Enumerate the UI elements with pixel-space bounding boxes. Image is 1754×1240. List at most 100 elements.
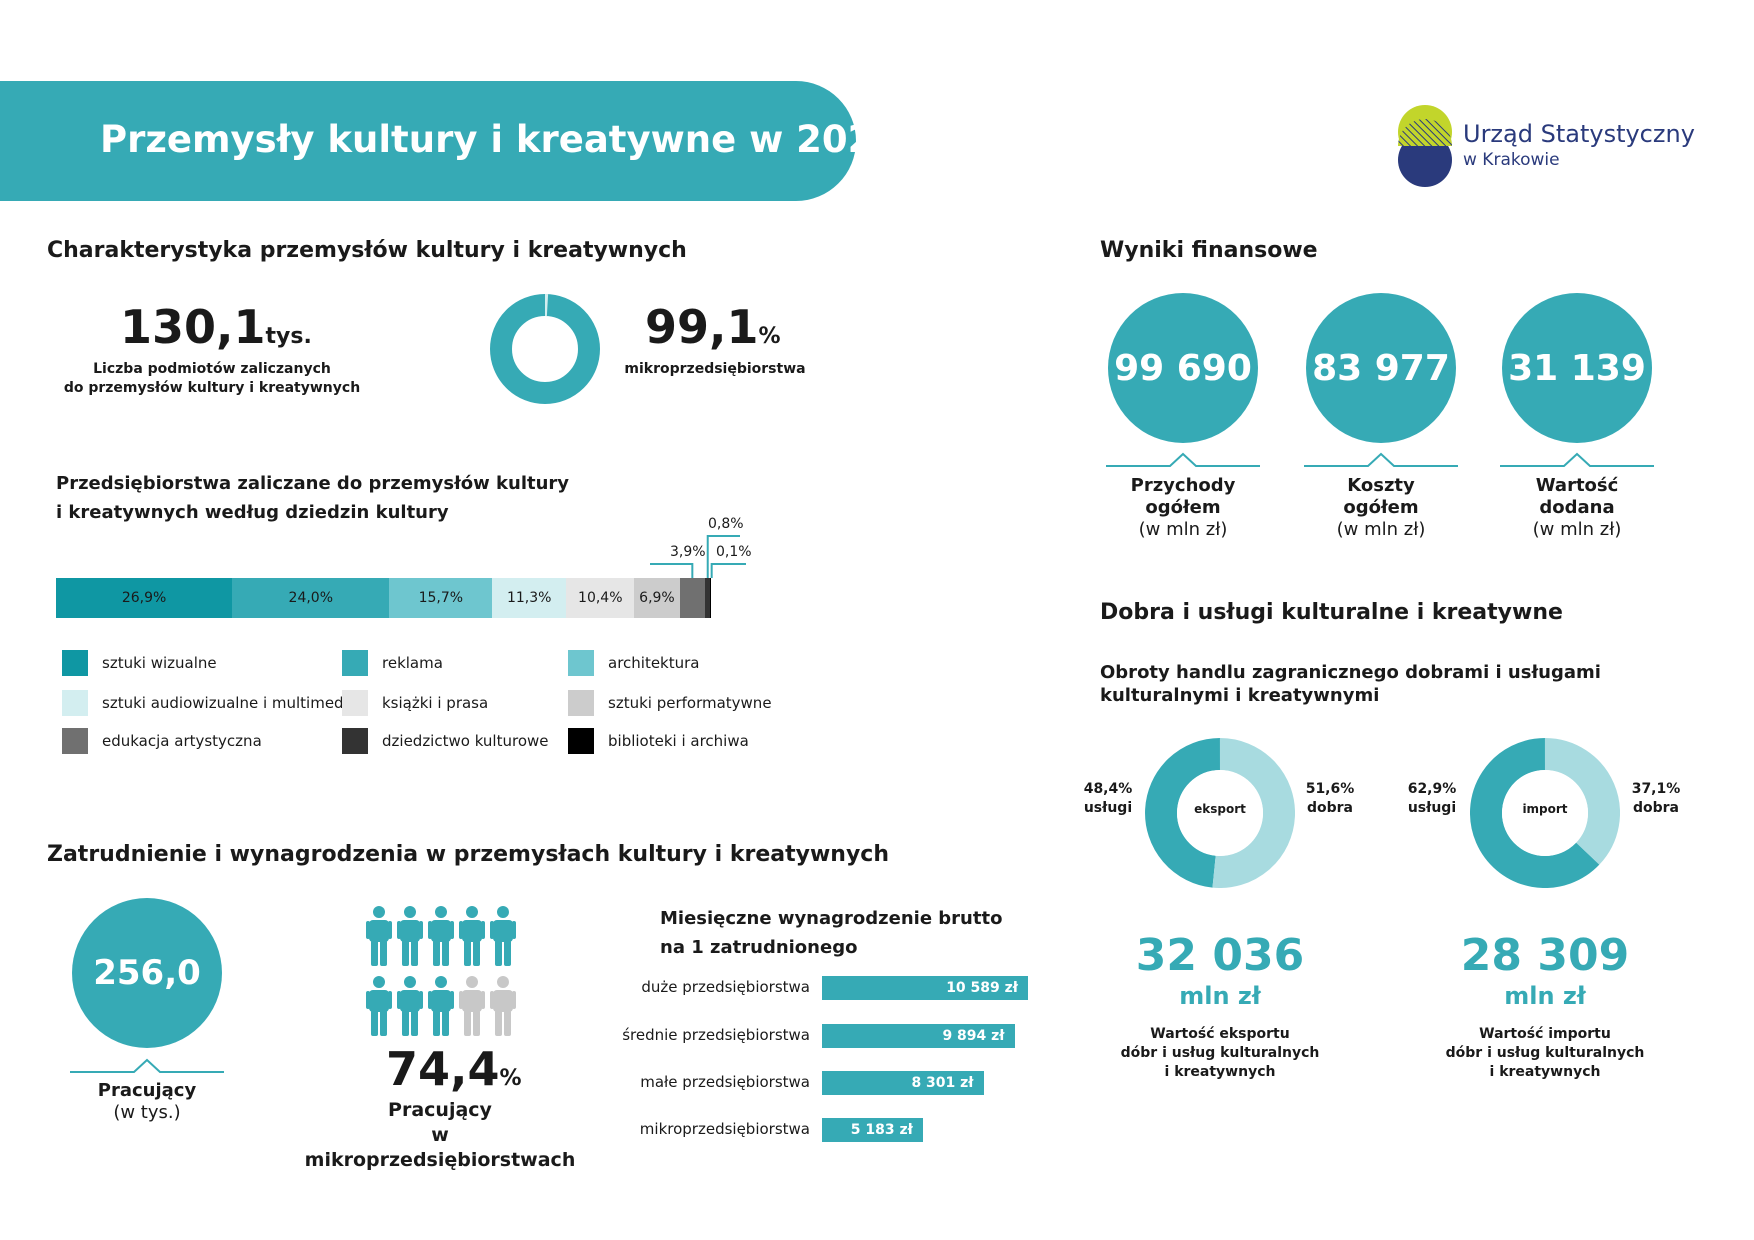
finance-label-wartosc: Wartość dodana (w mln zł): [1492, 475, 1662, 541]
wage-label-duze-przedsiebiorstwa: duże przedsiębiorstwa: [641, 978, 810, 996]
employment-title: Zatrudnienie i wynagrodzenia w przemysła…: [47, 842, 889, 867]
bar-label-reklama: 24,0%: [288, 590, 334, 606]
bar-segment-biblioteki-i-archiwa: [710, 578, 711, 618]
export-unit: mln zł: [1179, 982, 1261, 1010]
bar-segment-sztuki-audiowizualne-i-multimedia: 11,3%: [492, 578, 567, 618]
workers-circle: 256,0: [72, 898, 222, 1048]
import-center-label: import: [1522, 802, 1568, 816]
export-desc-line2: dóbr i usług kulturalnych: [1120, 1045, 1320, 1061]
logo-subname: w Krakowie: [1463, 150, 1560, 170]
trade-title: Dobra i usługi kulturalne i kreatywne: [1100, 600, 1563, 625]
bar-label-sztuki-wizualne: 26,9%: [121, 590, 167, 606]
bar-segment-dziedzictwo-kulturowe: [705, 578, 711, 618]
workers-label-unit: (w tys.): [113, 1102, 181, 1123]
legend-swatch-sztuki-audiowizualne-i-multimedia: [62, 690, 88, 716]
entities-label-line2: do przemysłów kultury i kreatywnych: [63, 380, 361, 396]
bar-label-sztuki-performatywne: 6,9%: [639, 590, 675, 606]
domains-title-line2: i kreatywnych według dziedzin kultury: [56, 502, 449, 523]
wage-value-male-przedsiebiorstwa: 8 301 zł: [911, 1075, 974, 1091]
finance-value-koszty: 83 977: [1312, 347, 1450, 389]
workers-pointer: [70, 1058, 224, 1073]
legend-label-dziedzictwo-kulturowe: dziedzictwo kulturowe: [382, 732, 549, 750]
wages-title-line1: Miesięczne wynagrodzenie brutto: [660, 908, 1003, 929]
domains-legend: sztuki wizualne reklama architektura sztuki…: [62, 650, 802, 762]
bar-segment-sztuki-performatywne: 6,9%: [634, 578, 680, 618]
legend-swatch-ksiazki-i-prasa: [342, 690, 368, 716]
finance-title: Wyniki finansowe: [1100, 238, 1318, 263]
finance-circle-wartosc: 31 139: [1502, 293, 1652, 443]
domains-title-line1: Przedsiębiorstwa zaliczane do przemysłów…: [56, 473, 570, 494]
finance-pointer-wartosc: [1500, 452, 1654, 467]
micro-employment-label: Pracujący w mikroprzedsiębiorstwach: [300, 1098, 580, 1173]
trade-subtitle: Obroty handlu zagranicznego dobrami i us…: [1100, 661, 1601, 707]
legend-label-ksiazki-i-prasa: książki i prasa: [382, 694, 489, 712]
micro-employment-label-line2: w mikroprzedsiębiorstwach: [304, 1124, 576, 1171]
export-services-arc: [1145, 738, 1221, 888]
domains-stacked-bar: 26,9% 24,0% 15,7% 11,3% 10,4% 6,9%: [56, 578, 711, 618]
people-pictogram: [366, 906, 526, 1036]
wage-bar-male-przedsiebiorstwa: 8 301 zł: [822, 1071, 984, 1095]
wage-bar-duze-przedsiebiorstwa: 10 589 zł: [822, 976, 1028, 1000]
finance-label-line3: (w mln zł): [1532, 519, 1622, 540]
import-unit: mln zł: [1504, 982, 1586, 1010]
legend-label-edukacja-artystyczna: edukacja artystyczna: [102, 732, 262, 750]
legend-label-reklama: reklama: [382, 654, 443, 672]
workers-label-main: Pracujący: [97, 1080, 197, 1101]
bar-segment-architektura: 15,7%: [389, 578, 493, 618]
import-services-arc: [1470, 738, 1600, 888]
export-services-label: 48,4% usługi: [1078, 780, 1138, 818]
import-desc-line2: dóbr i usług kulturalnych: [1445, 1045, 1645, 1061]
export-center-label: eksport: [1194, 802, 1246, 816]
title-banner: [0, 81, 856, 201]
micro-employment-label-line1: Pracujący: [388, 1099, 492, 1121]
import-goods-arc: [1544, 738, 1620, 865]
callout-line-biblioteki-i-archiwa: [710, 563, 746, 578]
person-icon-filled: [490, 906, 516, 966]
micro-employment-share: 74,4%: [386, 1042, 522, 1096]
wage-value-duze-przedsiebiorstwa: 10 589 zł: [946, 980, 1018, 996]
export-donut: [1145, 738, 1295, 888]
entities-label: Liczba podmiotów zaliczanych do przemysł…: [62, 360, 362, 398]
legend-label-sztuki-audiowizualne-i-multimedia: sztuki audiowizualne i multimedia: [102, 694, 357, 712]
import-desc-line3: i kreatywnych: [1489, 1064, 1601, 1080]
export-goods-pct: 51,6%: [1305, 781, 1355, 797]
micro-employment-value: 74,4: [386, 1042, 500, 1096]
trade-subtitle-line2: kulturalnymi i kreatywnymi: [1100, 685, 1380, 706]
micro-employment-unit: %: [499, 1066, 522, 1091]
micro-label: mikroprzedsiębiorstwa: [624, 361, 806, 377]
export-goods-label: 51,6% dobra: [1300, 780, 1360, 818]
export-total: 32 036: [1135, 930, 1305, 981]
wage-bar-mikroprzedsiebiorstwa: 5 183 zł: [822, 1118, 923, 1142]
wage-label-srednie-przedsiebiorstwa: średnie przedsiębiorstwa: [622, 1026, 810, 1044]
logo-name: Urząd Statystyczny: [1463, 120, 1695, 148]
legend-swatch-biblioteki-i-archiwa: [568, 728, 594, 754]
legend-swatch-edukacja-artystyczna: [62, 728, 88, 754]
import-donut: [1470, 738, 1620, 888]
finance-label-koszty: Koszty ogółem (w mln zł): [1296, 475, 1466, 541]
callout-label-biblioteki-i-archiwa: 0,1%: [716, 544, 752, 560]
legend-swatch-architektura: [568, 650, 594, 676]
finance-label-line2: ogółem: [1343, 497, 1419, 518]
finance-results: 99 690 Przychody ogółem (w mln zł) 83 977 Kos…: [1100, 293, 1660, 543]
legend-swatch-dziedzictwo-kulturowe: [342, 728, 368, 754]
import-services-name: usługi: [1407, 800, 1457, 816]
wage-label-male-przedsiebiorstwa: małe przedsiębiorstwa: [640, 1073, 810, 1091]
finance-label-line1: Wartość: [1535, 475, 1619, 496]
person-icon-filled: [366, 976, 392, 1036]
entities-unit: tys.: [265, 324, 312, 349]
entities-label-line1: Liczba podmiotów zaliczanych: [93, 361, 331, 377]
finance-value-przychody: 99 690: [1114, 347, 1252, 389]
finance-circle-koszty: 83 977: [1306, 293, 1456, 443]
import-services-label: 62,9% usługi: [1402, 780, 1462, 818]
person-icon-filled: [397, 906, 423, 966]
import-services-pct: 62,9%: [1407, 781, 1457, 797]
export-services-pct: 48,4%: [1083, 781, 1133, 797]
bar-segment-edukacja-artystyczna: [679, 578, 706, 618]
wage-value-mikroprzedsiebiorstwa: 5 183 zł: [850, 1122, 913, 1138]
bar-label-sztuki-audiowizualne-i-multimedia: 11,3%: [506, 590, 552, 606]
import-total: 28 309: [1460, 930, 1630, 981]
import-desc-line1: Wartość importu: [1479, 1026, 1611, 1042]
person-icon-empty: [490, 976, 516, 1036]
callout-line-dziedzictwo-kulturowe: [706, 535, 740, 578]
wages-title: Miesięczne wynagrodzenie brutto na 1 zat…: [660, 904, 1002, 962]
